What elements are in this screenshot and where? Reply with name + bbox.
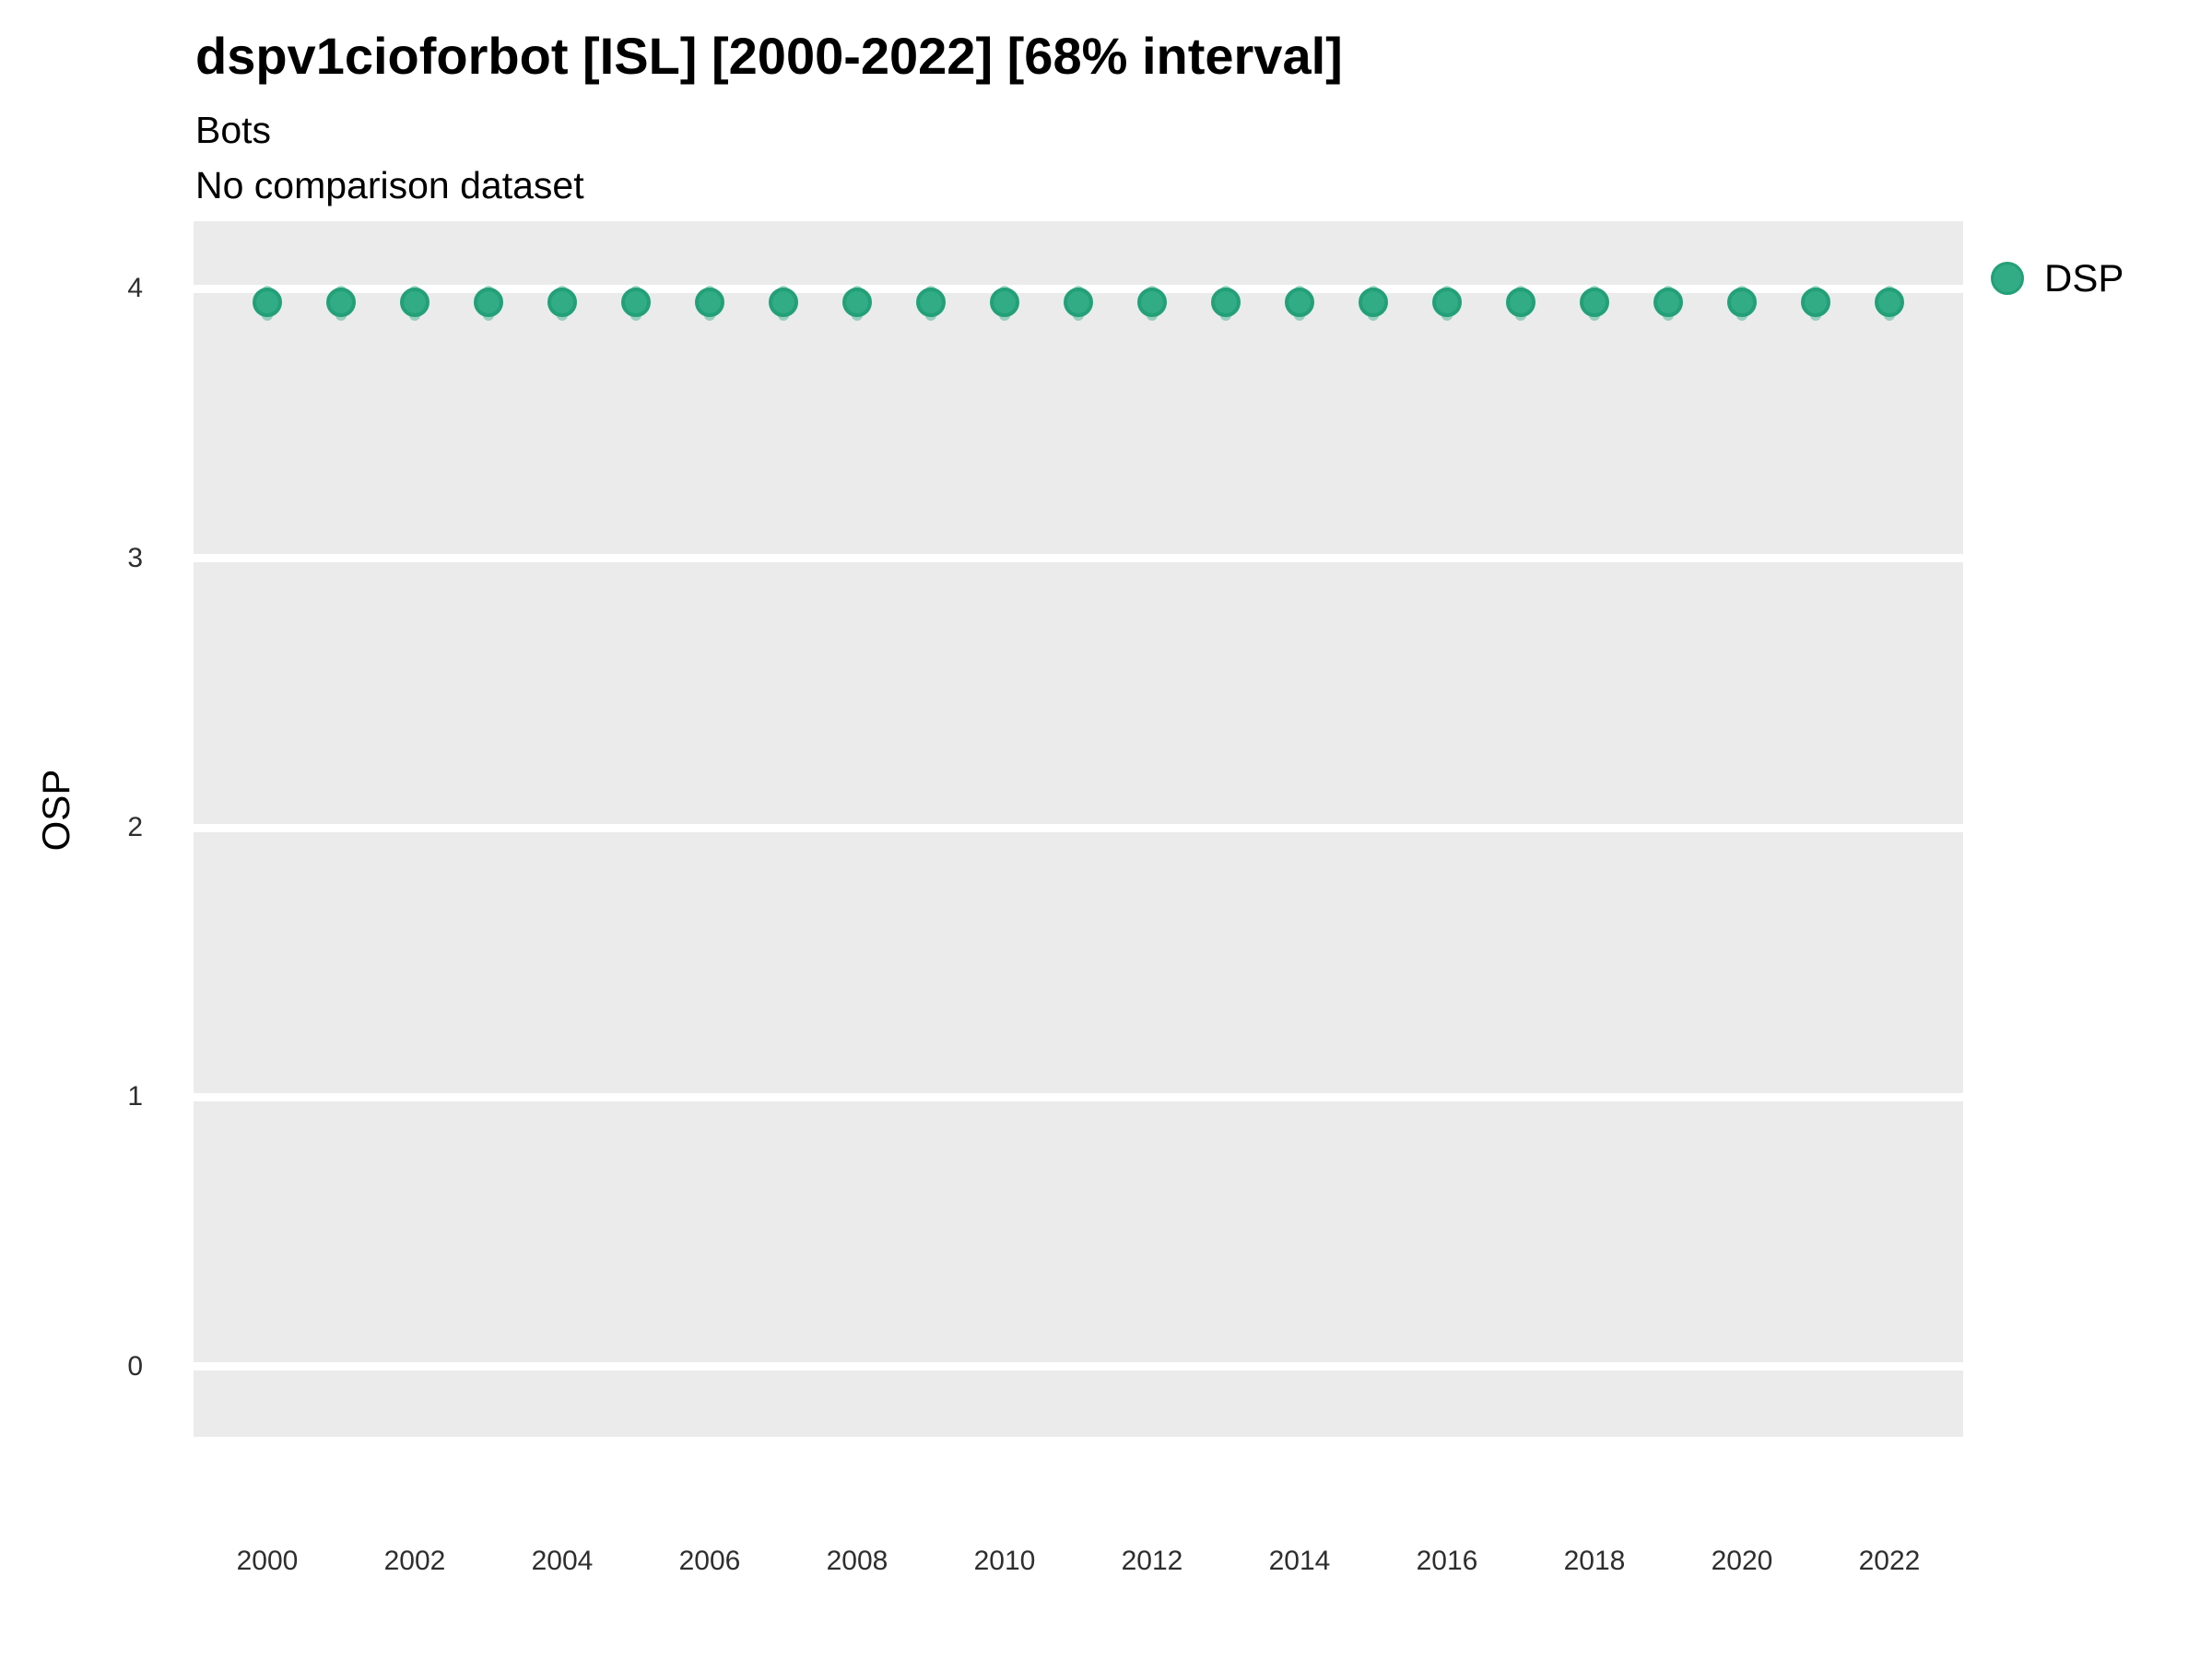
x-tick-label: 2014 xyxy=(1268,1546,1331,1576)
x-tick-label: 2000 xyxy=(236,1546,299,1576)
data-point xyxy=(1359,287,1388,317)
y-tick-label: 3 xyxy=(127,542,143,573)
data-point xyxy=(621,287,651,317)
data-point xyxy=(695,287,724,317)
data-point xyxy=(1580,287,1609,317)
x-tick-label: 2002 xyxy=(383,1546,446,1576)
data-point xyxy=(842,287,872,317)
data-point xyxy=(1432,287,1462,317)
data-point xyxy=(990,287,1019,317)
data-point xyxy=(1137,287,1167,317)
data-point xyxy=(1506,287,1535,317)
chart-subtitle: Bots xyxy=(195,109,272,151)
legend-label: DSP xyxy=(2044,256,2124,300)
data-point xyxy=(400,287,429,317)
legend: DSP xyxy=(1991,256,2124,300)
x-tick-label: 2008 xyxy=(826,1546,888,1576)
data-point xyxy=(1727,287,1757,317)
data-point xyxy=(1801,287,1830,317)
x-tick-label: 2016 xyxy=(1416,1546,1478,1576)
x-tick-label: 2018 xyxy=(1563,1546,1626,1576)
y-tick-label: 1 xyxy=(127,1081,143,1112)
data-point xyxy=(1064,287,1093,317)
chart-panel xyxy=(194,221,1963,1437)
comparison-note: No comparison dataset xyxy=(195,164,584,206)
legend-dot-icon xyxy=(1991,262,2024,295)
gridline xyxy=(194,823,1963,832)
page-title: dspv1cioforbot [ISL] [2000-2022] [68% in… xyxy=(195,27,1343,85)
data-point xyxy=(1211,287,1241,317)
gridline xyxy=(194,1362,1963,1371)
y-tick-label: 0 xyxy=(127,1350,143,1382)
data-point xyxy=(916,287,946,317)
data-point xyxy=(1653,287,1683,317)
y-axis-title: OSP xyxy=(34,769,77,852)
y-tick-label: 4 xyxy=(127,273,143,304)
data-point xyxy=(547,287,577,317)
x-tick-label: 2004 xyxy=(531,1546,594,1576)
data-point xyxy=(326,287,356,317)
gridline xyxy=(194,554,1963,563)
data-point xyxy=(769,287,798,317)
data-point xyxy=(1875,287,1904,317)
x-tick-label: 2006 xyxy=(678,1546,741,1576)
x-tick-label: 2022 xyxy=(1858,1546,1921,1576)
data-point xyxy=(474,287,503,317)
data-point xyxy=(1285,287,1314,317)
data-point xyxy=(253,287,282,317)
x-tick-label: 2012 xyxy=(1121,1546,1183,1576)
x-tick-label: 2020 xyxy=(1711,1546,1773,1576)
gridline xyxy=(194,1092,1963,1101)
x-tick-label: 2010 xyxy=(973,1546,1036,1576)
y-tick-label: 2 xyxy=(127,812,143,843)
